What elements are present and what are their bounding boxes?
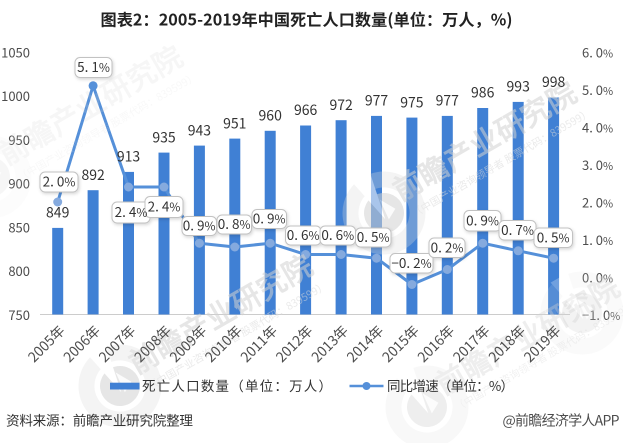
svg-text:5. 0%: 5. 0%	[582, 80, 613, 99]
svg-text:998: 998	[542, 72, 566, 92]
svg-text:913: 913	[117, 147, 140, 167]
svg-text:0. 6%: 0. 6%	[287, 224, 320, 244]
svg-text:975: 975	[400, 92, 424, 112]
svg-text:0. 2%: 0. 2%	[431, 236, 464, 256]
svg-text:资料来源：前瞻产业研究院整理: 资料来源：前瞻产业研究院整理	[6, 410, 193, 430]
svg-text:死亡人口数量（单位：万人）: 死亡人口数量（单位：万人）	[142, 375, 332, 395]
svg-text:0. 9%: 0. 9%	[183, 215, 216, 235]
svg-text:5. 1%: 5. 1%	[77, 56, 110, 76]
svg-text:977: 977	[365, 91, 389, 111]
svg-text:@前瞻经济学人APP: @前瞻经济学人APP	[503, 411, 620, 431]
svg-text:6. 0%: 6. 0%	[582, 42, 613, 61]
svg-text:1000: 1000	[1, 86, 30, 105]
svg-text:0. 9%: 0. 9%	[253, 208, 286, 228]
svg-text:3. 0%: 3. 0%	[582, 155, 613, 174]
svg-text:2. 0%: 2. 0%	[43, 171, 76, 191]
svg-text:900: 900	[8, 174, 30, 193]
svg-text:977: 977	[436, 91, 460, 111]
svg-text:0. 6%: 0. 6%	[321, 224, 354, 244]
svg-text:849: 849	[46, 203, 70, 223]
svg-text:0. 7%: 0. 7%	[501, 219, 534, 239]
svg-text:4. 0%: 4. 0%	[582, 117, 613, 136]
svg-text:−1. 0%: −1. 0%	[582, 305, 620, 324]
svg-text:951: 951	[223, 113, 246, 133]
svg-text:1. 0%: 1. 0%	[582, 230, 613, 249]
svg-text:960: 960	[259, 106, 283, 126]
svg-text:943: 943	[188, 120, 211, 140]
svg-text:750: 750	[8, 305, 30, 324]
svg-text:0. 5%: 0. 5%	[357, 226, 390, 246]
svg-text:0. 5%: 0. 5%	[537, 226, 570, 246]
svg-text:986: 986	[471, 83, 495, 103]
svg-text:935: 935	[152, 127, 176, 147]
svg-text:2. 4%: 2. 4%	[148, 196, 181, 216]
svg-text:图表2：2005-2019年中国死亡人口数量(单位：万人，%: 图表2：2005-2019年中国死亡人口数量(单位：万人，%)	[101, 7, 513, 31]
svg-text:800: 800	[8, 261, 30, 280]
svg-text:993: 993	[507, 77, 530, 97]
svg-text:1050: 1050	[1, 42, 30, 61]
svg-text:0. 0%: 0. 0%	[582, 267, 613, 286]
svg-text:892: 892	[81, 165, 105, 185]
svg-text:2. 0%: 2. 0%	[582, 192, 613, 211]
svg-text:0. 9%: 0. 9%	[466, 209, 499, 229]
svg-text:850: 850	[8, 217, 30, 236]
svg-text:950: 950	[8, 130, 30, 149]
svg-text:−0. 2%: −0. 2%	[391, 252, 431, 272]
svg-text:972: 972	[329, 95, 353, 115]
svg-text:966: 966	[294, 100, 318, 120]
svg-text:同比增速（单位：%）: 同比增速（单位：%）	[387, 375, 514, 395]
svg-text:0. 8%: 0. 8%	[218, 213, 251, 233]
svg-text:2. 4%: 2. 4%	[115, 201, 148, 221]
